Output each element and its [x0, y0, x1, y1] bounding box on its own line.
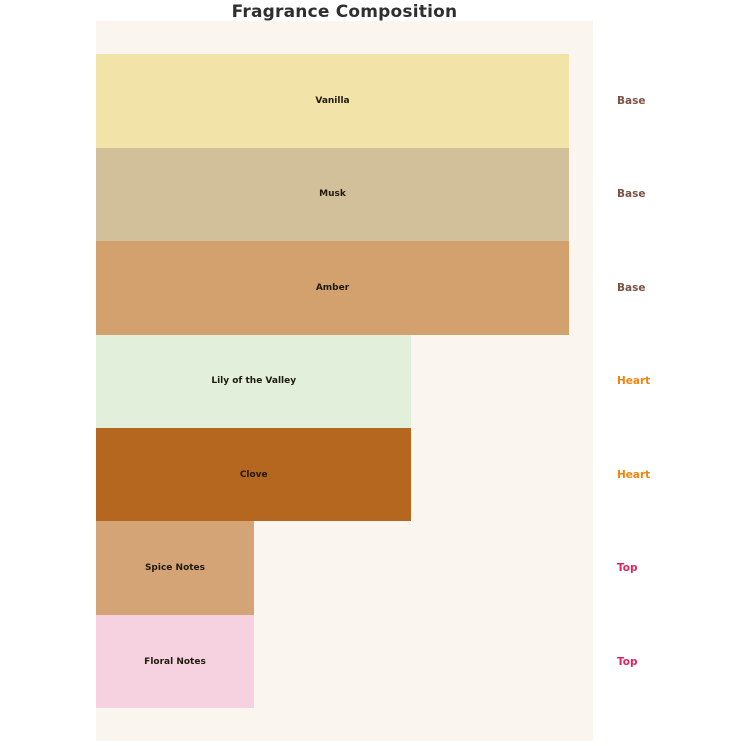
plot-area: Vanilla Musk Amber Lily of the Valley Clove S…	[96, 21, 593, 741]
group-label-top: Top	[617, 562, 638, 575]
group-label-heart: Heart	[617, 375, 651, 388]
bar-lily-of-the-valley: Lily of the Valley	[96, 334, 412, 428]
bar-label: Spice Notes	[144, 563, 206, 574]
group-label-base: Base	[617, 95, 646, 107]
bar-label: Amber	[315, 282, 350, 293]
group-label-base: Base	[617, 188, 646, 201]
bar-label: Lily of the Valley	[211, 376, 297, 387]
bar-clove: Clove	[96, 428, 412, 522]
group-label-base: Base	[617, 281, 646, 294]
bar-vanilla: Vanilla	[96, 54, 569, 148]
bar-musk: Musk	[96, 147, 569, 242]
bar-amber: Amber	[96, 241, 569, 335]
bar-spice-notes: Spice Notes	[96, 521, 254, 615]
group-label-heart: Heart	[617, 468, 651, 481]
bar-label: Clove	[239, 469, 268, 480]
group-label-top: Top	[617, 655, 638, 668]
bar-label: Floral Notes	[144, 656, 206, 667]
bar-label: Musk	[319, 189, 346, 200]
bar-floral-notes: Floral Notes	[96, 614, 254, 709]
bar-label: Vanilla	[315, 96, 350, 106]
chart-title: Fragrance Composition	[231, 2, 458, 22]
